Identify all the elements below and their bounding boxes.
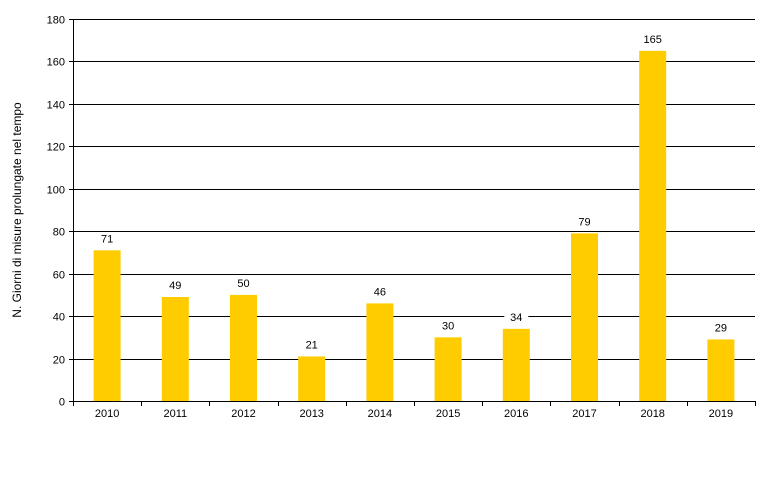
data-label-2011: 49 bbox=[169, 280, 181, 292]
data-label-2018: 165 bbox=[644, 34, 662, 46]
bar-2010 bbox=[93, 250, 121, 401]
data-label-2013: 21 bbox=[306, 339, 318, 351]
data-label-bg bbox=[95, 232, 120, 247]
y-tick-label: 180 bbox=[47, 15, 65, 27]
data-label-bg bbox=[299, 338, 324, 353]
bar-2012 bbox=[230, 294, 257, 401]
data-label-bg bbox=[708, 321, 733, 336]
bar-2014 bbox=[366, 303, 394, 401]
data-label-bg bbox=[436, 319, 461, 334]
bars bbox=[93, 50, 735, 401]
x-tick-label-2011: 2011 bbox=[163, 408, 187, 420]
data-label-bg bbox=[163, 279, 188, 294]
y-tick-label: 60 bbox=[53, 270, 65, 282]
y-tick-label: 20 bbox=[53, 355, 65, 367]
bar-2017 bbox=[571, 233, 598, 401]
y-tick-label: 80 bbox=[53, 227, 65, 239]
bar-2016 bbox=[502, 328, 530, 401]
data-label-2015: 30 bbox=[442, 320, 454, 332]
x-tick-label-2013: 2013 bbox=[299, 408, 323, 420]
bar-2018 bbox=[639, 50, 667, 401]
x-tick-label-2017: 2017 bbox=[572, 408, 596, 420]
y-axis-title: N. Giorni di misure prolungate nel tempo bbox=[10, 102, 24, 318]
data-label-2017: 79 bbox=[578, 216, 590, 228]
y-tick-label: 140 bbox=[47, 100, 65, 112]
axes bbox=[69, 19, 756, 406]
data-label-2014: 46 bbox=[374, 286, 386, 298]
bar-2011 bbox=[161, 297, 189, 401]
data-label-bg bbox=[504, 310, 529, 325]
x-tick-label-2014: 2014 bbox=[368, 408, 392, 420]
data-labels: 71 49 50 21 46 30 34 79 165 29 bbox=[95, 32, 733, 353]
y-tick-label: 40 bbox=[53, 312, 65, 324]
data-label-bg bbox=[231, 276, 256, 291]
data-label-2012: 50 bbox=[237, 278, 249, 290]
y-tick-label: 0 bbox=[59, 397, 65, 409]
y-tick-label: 120 bbox=[47, 142, 65, 154]
y-tick-label: 160 bbox=[47, 57, 65, 69]
data-label-2019: 29 bbox=[715, 322, 727, 334]
y-tick-labels: 0 20 40 60 80 100 120 140 160 180 bbox=[47, 15, 65, 409]
bar-2019 bbox=[707, 339, 735, 401]
x-tick-label-2018: 2018 bbox=[640, 408, 664, 420]
bar-2015 bbox=[434, 337, 462, 401]
x-tick-label-2016: 2016 bbox=[504, 408, 528, 420]
data-label-bg bbox=[367, 285, 392, 300]
x-tick-labels: 2010 2011 2012 2013 2014 2015 2016 2017 2018 2019 bbox=[95, 408, 733, 420]
x-tick-label-2010: 2010 bbox=[95, 408, 119, 420]
data-label-2016: 34 bbox=[510, 312, 522, 324]
y-tick-label: 100 bbox=[47, 185, 65, 197]
x-tick-label-2015: 2015 bbox=[436, 408, 460, 420]
x-tick-label-2019: 2019 bbox=[709, 408, 733, 420]
bar-2013 bbox=[298, 356, 326, 401]
data-label-bg bbox=[572, 215, 597, 230]
x-tick-label-2012: 2012 bbox=[231, 408, 255, 420]
data-label-bg bbox=[640, 32, 665, 47]
data-label-2010: 71 bbox=[101, 233, 113, 245]
